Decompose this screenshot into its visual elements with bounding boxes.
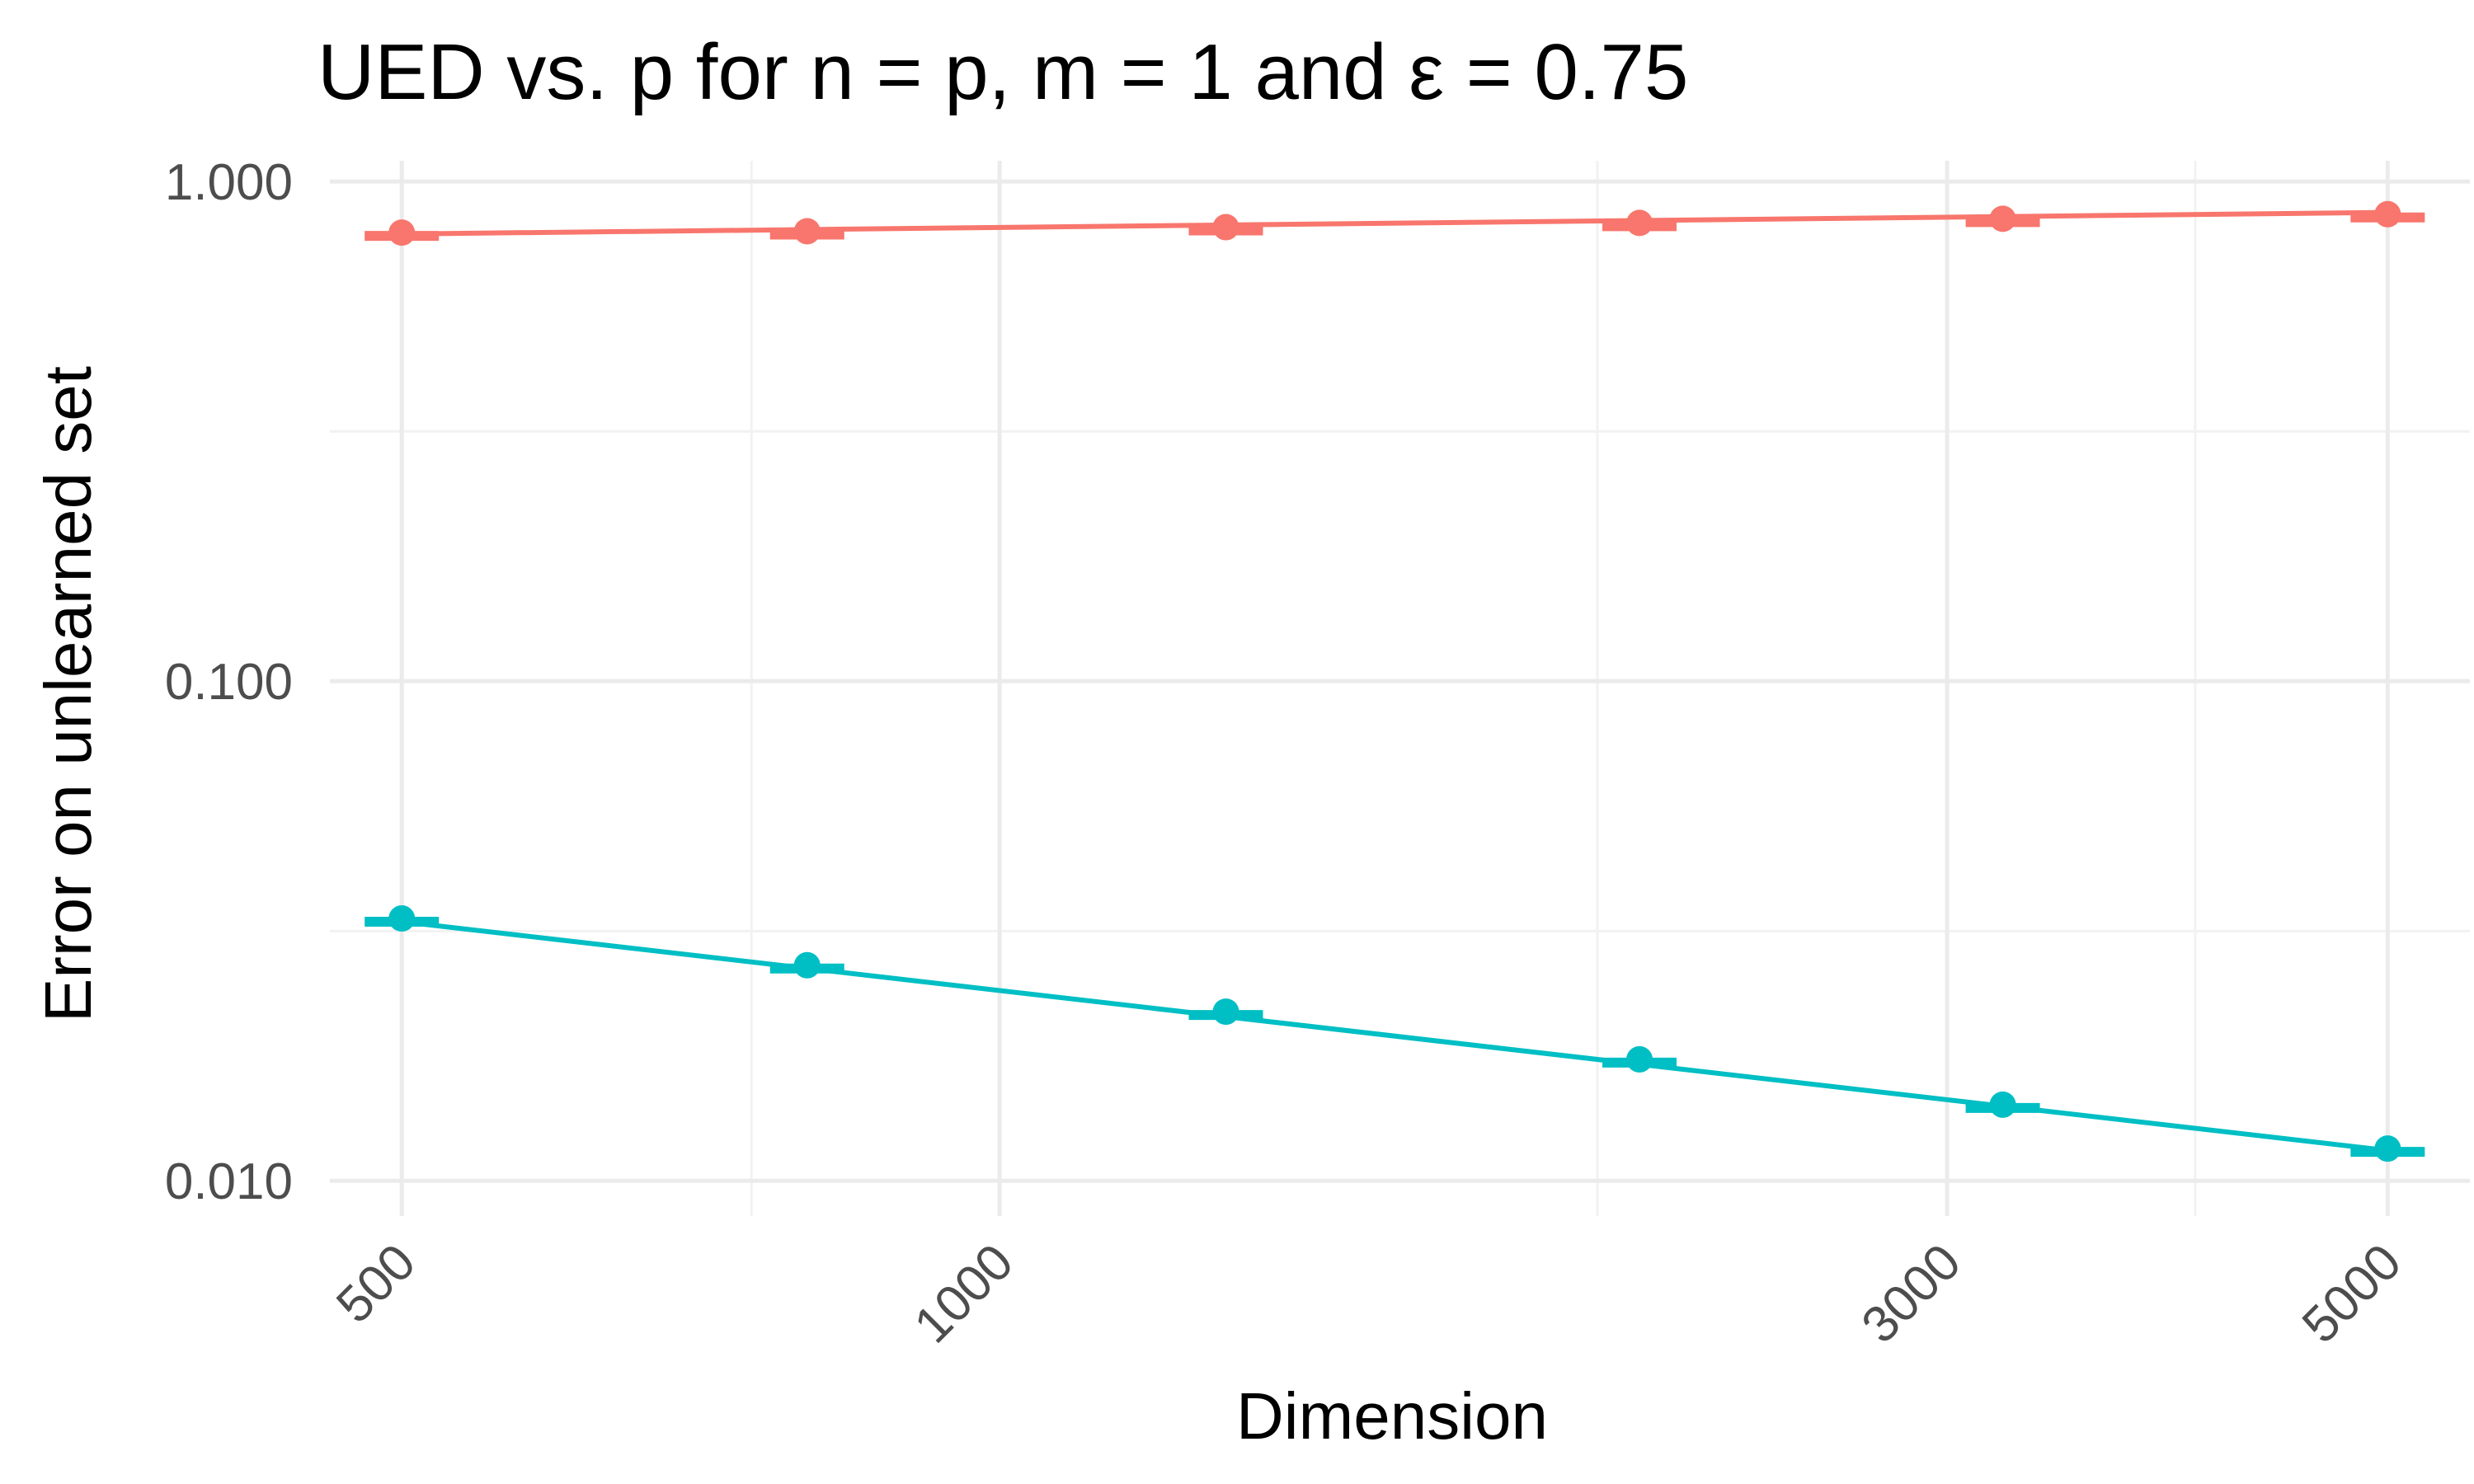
series-point [1989, 205, 2016, 232]
chart-title: UED vs. p for n = p, m = 1 and ε = 0.75 [317, 28, 1688, 116]
series-trend-line [401, 918, 2388, 1153]
series-point [1626, 1045, 1653, 1073]
series-point [793, 218, 821, 245]
series-trend-line [402, 209, 2388, 237]
x-axis-title: Dimension [1236, 1379, 1548, 1453]
grid-layer [330, 161, 2470, 1216]
series-point [1989, 1091, 2016, 1118]
y-tick-label: 0.100 [165, 654, 293, 711]
series-point [793, 951, 821, 979]
series-point [2374, 200, 2401, 228]
series-point [1212, 998, 1239, 1026]
y-tick-label: 1.000 [165, 154, 293, 211]
series-2 [365, 905, 2425, 1162]
series-layer [365, 200, 2425, 1162]
y-axis-title: Error on unlearned set [31, 366, 105, 1022]
series-point [388, 219, 416, 247]
y-tick-label: 0.010 [165, 1153, 293, 1210]
series-1 [365, 200, 2425, 247]
series-point [1626, 209, 1653, 237]
series-point [2374, 1135, 2401, 1162]
series-point [1212, 214, 1239, 241]
series-point [388, 905, 416, 932]
